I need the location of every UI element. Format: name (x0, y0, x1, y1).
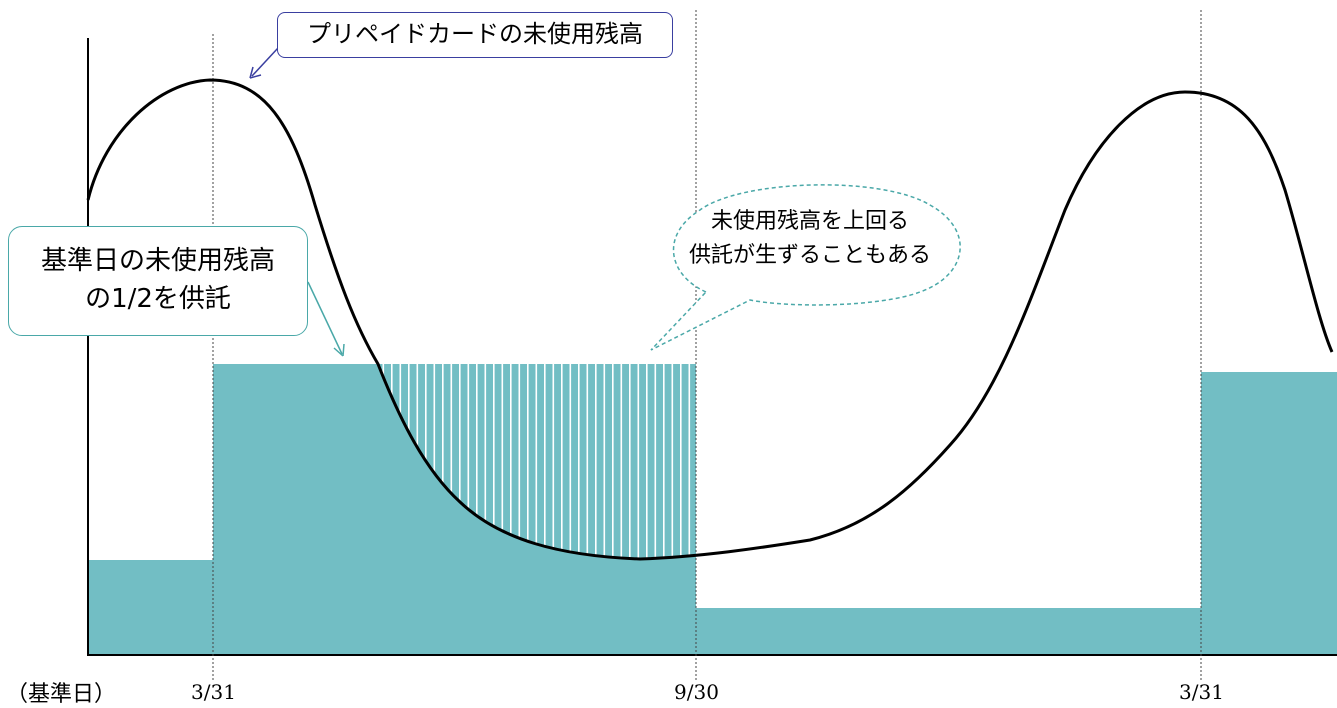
excess-callout-bubble (650, 184, 961, 351)
deposit-callout-arrow (307, 281, 343, 355)
deposit-rule-line2: の1/2を供託 (85, 284, 231, 314)
excess-deposit-line2: 供託が生ずることもある (688, 243, 931, 268)
prepaid-callout-arrow (251, 47, 279, 77)
date-label-1: 3/31 (191, 680, 236, 704)
prepaid-balance-callout: プリペイドカードの未使用残高 (277, 12, 673, 58)
deposit-block-second-period (696, 608, 1201, 655)
deposit-block-before-first-date (88, 560, 213, 655)
deposit-block-third-period (1201, 372, 1337, 655)
excess-deposit-callout: 未使用残高を上回る 供託が生ずることもある (660, 205, 960, 273)
date-label-3: 3/31 (1179, 680, 1224, 704)
prepaid-callout-arrowhead (249, 66, 262, 79)
deposit-callout-arrowhead (333, 343, 345, 357)
date-label-2: 9/30 (674, 680, 719, 704)
base-date-caption: （基準日） (6, 682, 117, 707)
deposit-rule-callout: 基準日の未使用残高 の1/2を供託 (8, 226, 308, 336)
deposit-rule-line1: 基準日の未使用残高 (40, 246, 275, 276)
unused-balance-curve (86, 78, 1334, 561)
excess-deposit-line1: 未使用残高を上回る (710, 209, 909, 234)
